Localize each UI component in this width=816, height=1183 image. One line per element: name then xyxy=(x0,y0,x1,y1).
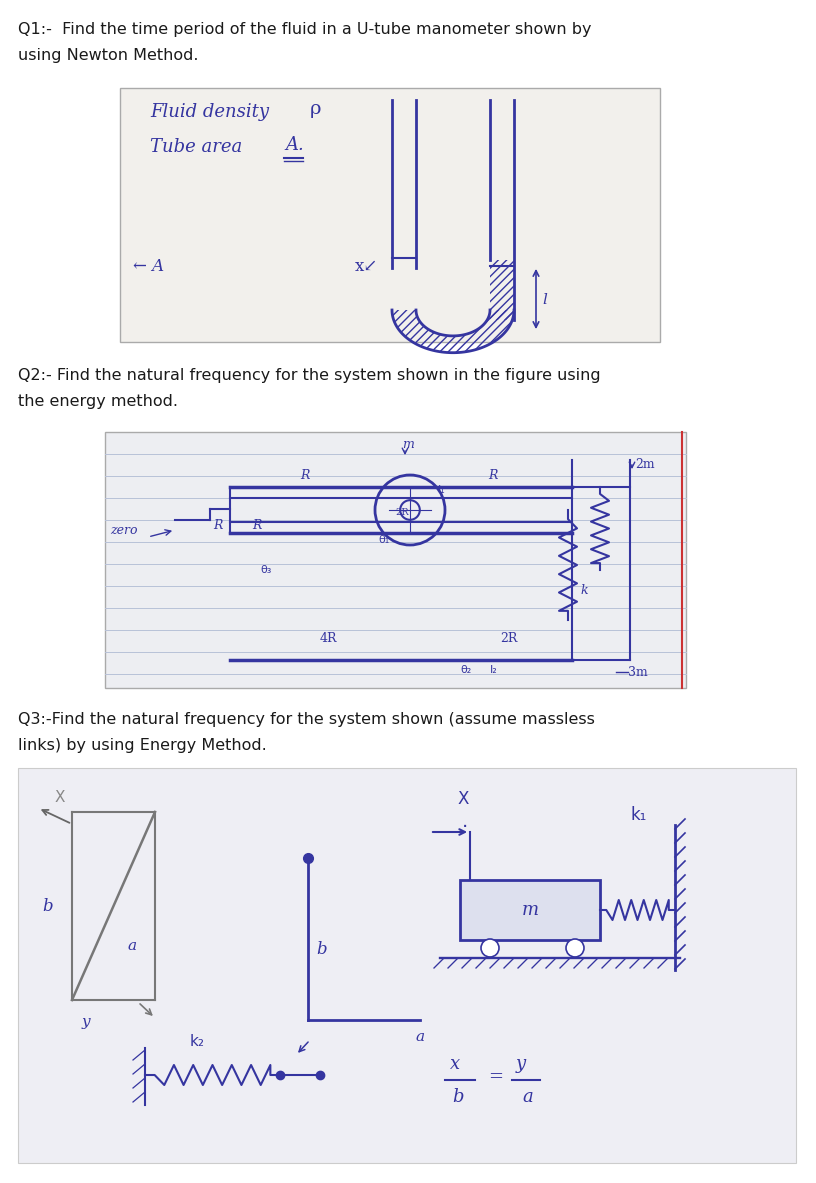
Bar xyxy=(460,880,600,940)
Text: k: k xyxy=(580,583,588,596)
Text: Q3:-Find the natural frequency for the system shown (assume massless: Q3:-Find the natural frequency for the s… xyxy=(18,712,595,728)
Text: Q2:- Find the natural frequency for the system shown in the figure using: Q2:- Find the natural frequency for the … xyxy=(18,368,601,383)
Circle shape xyxy=(566,939,584,957)
Text: 3m: 3m xyxy=(628,666,648,679)
Text: R: R xyxy=(300,468,309,481)
FancyBboxPatch shape xyxy=(120,88,660,342)
Bar xyxy=(490,260,514,319)
Text: a: a xyxy=(522,1088,533,1106)
Text: ρ: ρ xyxy=(310,101,322,118)
Text: links) by using Energy Method.: links) by using Energy Method. xyxy=(18,738,267,754)
Text: b: b xyxy=(316,940,326,957)
Text: x: x xyxy=(450,1055,460,1073)
Text: Q1:-  Find the time period of the fluid in a U-tube manometer shown by: Q1:- Find the time period of the fluid i… xyxy=(18,22,592,37)
Text: 2R: 2R xyxy=(500,632,517,645)
Text: 4R: 4R xyxy=(320,632,338,645)
Text: zero: zero xyxy=(110,524,138,537)
Text: =: = xyxy=(488,1068,503,1086)
Text: I₂: I₂ xyxy=(490,665,498,675)
FancyBboxPatch shape xyxy=(105,432,686,689)
Text: m: m xyxy=(402,438,414,451)
Text: k₁: k₁ xyxy=(630,806,646,825)
Text: θ₂: θ₂ xyxy=(460,665,472,675)
FancyBboxPatch shape xyxy=(18,768,796,1163)
Text: 2R: 2R xyxy=(395,508,409,517)
Text: m: m xyxy=(521,901,539,919)
Text: using Newton Method.: using Newton Method. xyxy=(18,49,198,63)
Text: I₁: I₁ xyxy=(438,485,446,494)
Text: θ₁: θ₁ xyxy=(378,535,389,545)
Text: l: l xyxy=(542,293,547,308)
Text: X: X xyxy=(55,790,65,804)
Text: b: b xyxy=(42,898,52,914)
Text: A.: A. xyxy=(285,136,304,154)
Text: Tube area: Tube area xyxy=(150,138,242,156)
Text: b: b xyxy=(452,1088,463,1106)
Text: R: R xyxy=(252,518,261,531)
Text: y: y xyxy=(516,1055,526,1073)
Text: x↙: x↙ xyxy=(355,258,379,274)
Circle shape xyxy=(481,939,499,957)
Text: 2m: 2m xyxy=(635,458,654,471)
Text: .: . xyxy=(462,812,468,830)
Text: y: y xyxy=(82,1015,91,1029)
Text: R: R xyxy=(213,518,223,531)
Text: θ₃: θ₃ xyxy=(260,565,272,575)
Text: a: a xyxy=(127,939,136,953)
Text: a: a xyxy=(415,1030,424,1045)
Text: ← A: ← A xyxy=(133,258,164,274)
Text: Fluid density: Fluid density xyxy=(150,103,269,121)
Text: R: R xyxy=(488,468,498,481)
Text: k₂: k₂ xyxy=(190,1034,205,1049)
Text: X: X xyxy=(458,790,469,808)
Text: the energy method.: the energy method. xyxy=(18,394,178,409)
